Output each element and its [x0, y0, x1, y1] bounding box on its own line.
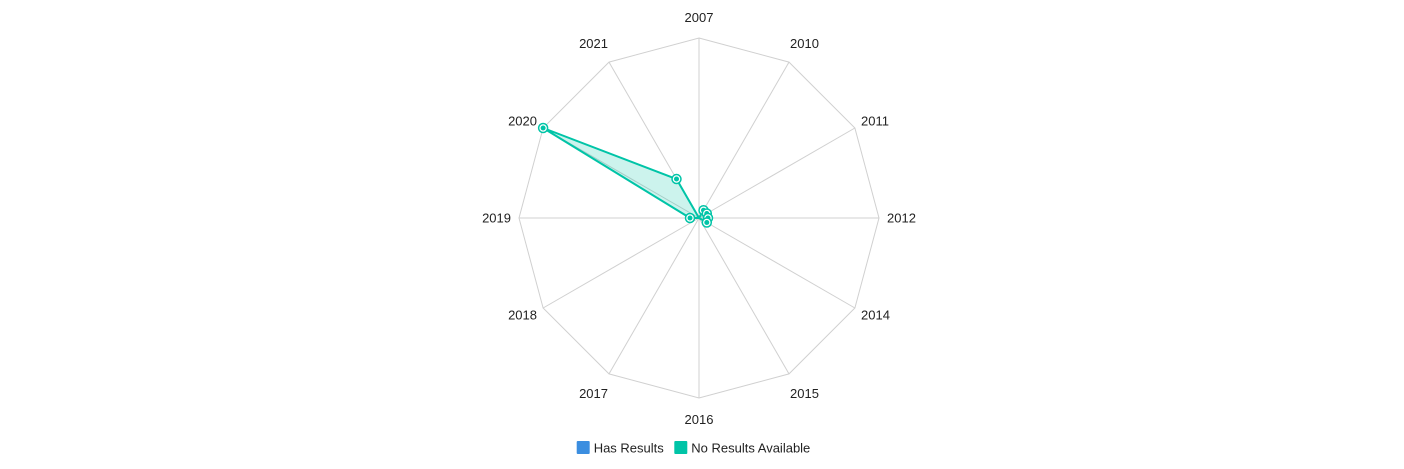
category-label: 2015 — [790, 386, 819, 401]
category-label: 2019 — [482, 211, 511, 226]
series-layer — [537, 122, 714, 228]
legend-label: No Results Available — [691, 441, 810, 456]
legend-swatch — [576, 441, 590, 454]
legend: Has Results No Results Available — [576, 441, 810, 456]
radar-spoke — [542, 217, 700, 309]
category-label: 2016 — [685, 412, 714, 427]
legend-item[interactable]: Has Results — [576, 441, 665, 456]
legend-swatch — [674, 441, 688, 454]
radar-spoke — [608, 217, 700, 375]
series-point-center — [704, 220, 710, 225]
category-label: 2007 — [685, 10, 714, 25]
radar-spoke — [698, 217, 790, 375]
legend-item[interactable]: No Results Available — [674, 441, 810, 456]
radar-spoke — [698, 217, 856, 309]
series-area — [542, 127, 709, 224]
series-point-center — [540, 125, 546, 131]
series-point-center — [687, 215, 693, 221]
category-label: 2014 — [861, 308, 890, 323]
category-label: 2017 — [579, 386, 608, 401]
category-label: 2012 — [887, 211, 916, 226]
legend-label: Has Results — [594, 441, 665, 456]
category-label: 2018 — [508, 308, 537, 323]
category-label: 2020 — [508, 114, 537, 129]
category-label: 2021 — [579, 36, 608, 51]
radar-spoke — [698, 61, 790, 219]
category-label: 2011 — [861, 114, 889, 129]
series-point-center — [674, 176, 679, 182]
radar-spoke — [698, 127, 856, 219]
category-label: 2010 — [790, 36, 819, 51]
category-labels: 2007 2010 2011 2012 2014 2015 2016 2017 2018 2019… — [482, 10, 916, 427]
